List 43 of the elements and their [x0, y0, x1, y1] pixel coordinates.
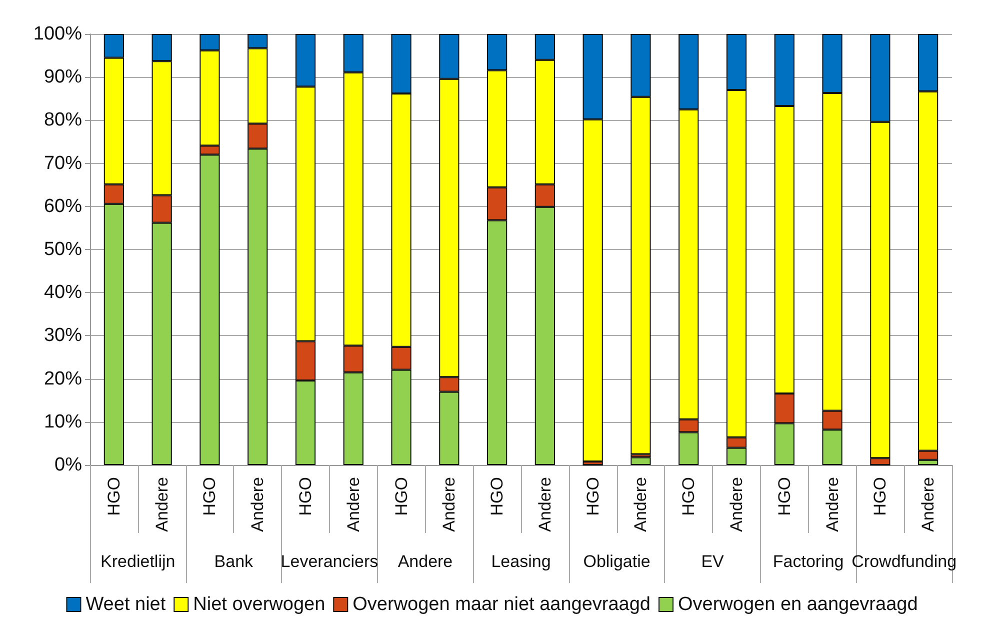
- text: Kredietlijn: [100, 552, 176, 571]
- x-tick-label: Andere: [440, 477, 459, 532]
- y-tick-label: 50%: [44, 239, 82, 260]
- legend-label: Niet overwogen: [193, 594, 326, 615]
- x-tick-label: HGO: [392, 477, 411, 516]
- y-tick-label: 20%: [44, 368, 82, 390]
- x-tick-label: Andere: [248, 477, 268, 532]
- x-tick-label: HGO: [296, 477, 315, 516]
- y-tick-label: 40%: [44, 282, 82, 304]
- text: Andere: [398, 552, 453, 571]
- x-tick-label: HGO: [679, 477, 698, 516]
- x-tick-label: Andere: [918, 477, 938, 532]
- legend-label: Overwogen maar niet aangevraagd: [352, 594, 651, 615]
- y-tick-label: 80%: [44, 110, 82, 131]
- text: Crowdfunding: [852, 552, 957, 571]
- x-tick-label: HGO: [774, 477, 794, 516]
- x-tick-label: HGO: [488, 477, 507, 516]
- y-tick-label: 10%: [44, 411, 82, 432]
- y-tick-label: 70%: [44, 152, 82, 174]
- y-tick-label: 60%: [44, 196, 82, 217]
- x-tick-label: Andere: [344, 477, 363, 532]
- y-tick-label: 90%: [44, 66, 82, 88]
- y-tick-label: 100%: [33, 24, 82, 44]
- x-tick-label: Andere: [535, 477, 554, 532]
- x-tick-label: Andere: [822, 477, 842, 532]
- legend-label: Overwogen en aangevraagd: [678, 594, 918, 615]
- text: Bank: [214, 552, 254, 571]
- text: Factoring: [772, 552, 844, 571]
- x-tick-label: Andere: [631, 477, 650, 532]
- text: EV: [701, 552, 725, 571]
- bar: [630, 457, 651, 465]
- y-tick-label: 30%: [44, 325, 82, 346]
- y-tick-label: 0%: [54, 454, 82, 476]
- text: Leasing: [491, 552, 551, 571]
- x-tick-label: Andere: [152, 477, 172, 532]
- x-tick-label: HGO: [583, 477, 602, 516]
- legend-label: Weet niet: [86, 594, 166, 615]
- text: Leveranciers: [280, 552, 378, 571]
- x-tick-label: Andere: [727, 477, 746, 532]
- x-tick-label: HGO: [200, 477, 220, 516]
- text: Obligatie: [583, 552, 650, 571]
- x-tick-label: HGO: [104, 477, 124, 516]
- x-tick-label: HGO: [870, 477, 890, 516]
